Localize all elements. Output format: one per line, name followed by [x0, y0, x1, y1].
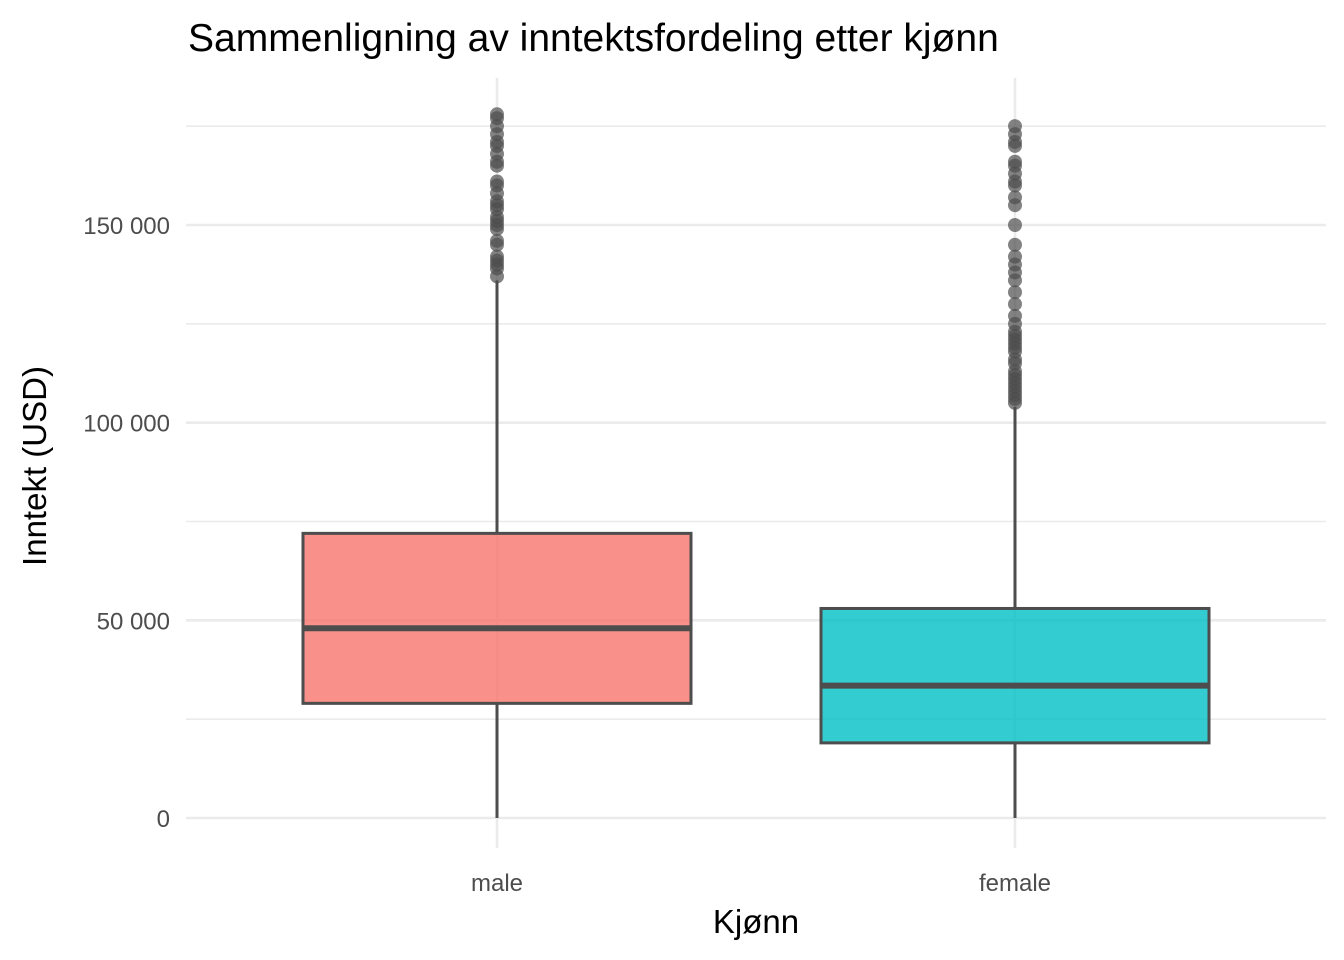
- box-female: [819, 119, 1211, 818]
- y-axis-ticks: 0 50 000 100 000 150 000: [83, 213, 170, 833]
- box-male: [301, 107, 693, 818]
- box-iqr: [301, 531, 693, 705]
- x-tick-label: female: [979, 870, 1051, 897]
- y-tick-label: 50 000: [97, 608, 170, 635]
- box-group: [301, 107, 1211, 818]
- outlier-point: [1008, 218, 1022, 232]
- y-tick-label: 100 000: [83, 411, 170, 438]
- outlier-point: [490, 174, 504, 189]
- y-tick-label: 150 000: [83, 213, 170, 240]
- outlier-point: [1008, 308, 1022, 323]
- chart-title: Sammenligning av inntektsfordeling etter…: [188, 17, 999, 60]
- outlier-point: [1008, 154, 1022, 169]
- x-axis-ticks: male female: [471, 870, 1051, 897]
- outlier-point: [1008, 249, 1022, 264]
- outlier-point: [490, 233, 504, 248]
- box-iqr: [819, 606, 1211, 745]
- outlier-point: [490, 107, 504, 122]
- y-axis-title: Inntekt (USD): [16, 366, 53, 566]
- outlier-point: [1008, 297, 1022, 312]
- x-tick-label: male: [471, 870, 523, 897]
- outlier-point: [1008, 119, 1022, 134]
- x-axis-title: Kjønn: [713, 903, 799, 940]
- outlier-point: [490, 249, 504, 264]
- outlier-point: [1008, 190, 1022, 205]
- outlier-point: [1008, 285, 1022, 300]
- y-tick-label: 0: [157, 806, 170, 833]
- outlier-point: [1008, 237, 1022, 252]
